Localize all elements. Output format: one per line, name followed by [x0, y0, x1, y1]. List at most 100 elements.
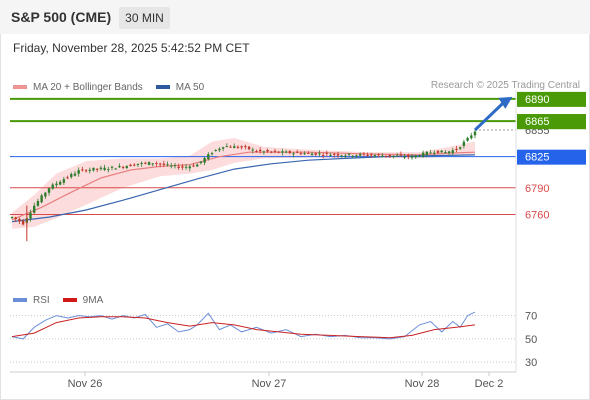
candle-body	[403, 156, 406, 158]
candle-body	[458, 147, 462, 149]
legend-ma20: MA 20 + Bollinger Bands	[13, 82, 143, 93]
candle-body	[299, 153, 303, 155]
forecast-arrow-shaft	[473, 100, 506, 132]
candle-body	[73, 173, 77, 176]
candle-body	[207, 154, 210, 160]
x-tick-label: Dec 2	[475, 378, 504, 390]
candle-body	[421, 152, 425, 157]
header-bar: S&P 500 (CME) 30 MIN	[0, 0, 590, 34]
candle-body	[266, 149, 269, 152]
candle-body	[344, 155, 347, 157]
candle-body	[347, 153, 351, 155]
candle-body	[470, 135, 473, 139]
legend-ma50-label: MA 50	[175, 81, 205, 93]
candle-body	[355, 155, 358, 157]
level-tag-6890	[517, 91, 586, 107]
candle-body	[318, 153, 321, 155]
candle-body	[251, 149, 254, 151]
candle-body	[255, 150, 258, 152]
candle-body	[166, 164, 169, 166]
candle-body	[225, 146, 229, 148]
candle-body	[110, 166, 114, 168]
rsi-level-label-50: 50	[525, 334, 537, 346]
candle-body	[310, 153, 314, 156]
candle-body	[103, 167, 106, 170]
candle-body	[218, 148, 221, 151]
candle-body	[36, 200, 40, 206]
level-tag-6825	[517, 149, 586, 165]
candle-body	[366, 155, 369, 157]
candle-body	[462, 141, 466, 146]
candle-body	[196, 164, 199, 167]
candle-body	[436, 150, 440, 153]
candle-body	[84, 170, 88, 172]
candle-body	[440, 150, 443, 153]
candle-body	[188, 166, 191, 169]
candle-body	[447, 151, 451, 154]
level-label-overlay: 6865	[525, 116, 549, 128]
candle-body	[329, 154, 332, 156]
candle-body	[125, 166, 129, 168]
candle-body	[233, 146, 236, 148]
candle-body	[199, 161, 203, 164]
candle-body	[258, 149, 262, 152]
candle-body	[433, 152, 436, 154]
candle-body	[418, 155, 421, 157]
candle-body	[18, 218, 21, 222]
credit-text: Research © 2025 Trading Central	[430, 80, 580, 91]
candle-body	[47, 188, 51, 193]
candle-body	[414, 155, 417, 158]
forecast-arrow-head	[498, 96, 513, 109]
candle-body	[95, 168, 99, 170]
level-label-6790: 6790	[525, 183, 549, 195]
candle-body	[29, 212, 32, 219]
level-label-6760: 6760	[525, 209, 549, 221]
candle-body	[336, 154, 340, 156]
candle-body	[214, 149, 217, 151]
candle-body	[144, 162, 147, 164]
candle-body	[192, 165, 195, 167]
candle-body	[362, 153, 366, 155]
candle-body	[66, 177, 69, 179]
candle-body	[240, 146, 243, 148]
candle-body	[151, 163, 154, 165]
candle-body	[173, 165, 177, 167]
candle-body	[203, 158, 206, 163]
candle-body	[429, 152, 432, 154]
candle-body	[444, 152, 447, 154]
legend-ma20-label: MA 20 + Bollinger Bands	[33, 81, 143, 93]
candle-body	[221, 147, 225, 149]
candle-body	[177, 166, 180, 169]
interval-badge[interactable]: 30 MIN	[119, 7, 170, 29]
candle-body	[277, 151, 280, 153]
candle-body	[340, 155, 343, 157]
legend-rsi-ma: 9MA	[62, 295, 103, 306]
candle-body	[396, 155, 399, 157]
candle-body	[384, 155, 388, 157]
price-legend: MA 20 + Bollinger Bands MA 50	[13, 80, 217, 94]
candle-body	[170, 165, 173, 167]
candle-body	[270, 151, 273, 153]
candle-body	[333, 153, 336, 155]
timestamp: Friday, November 28, 2025 5:42:52 PM CET	[13, 41, 250, 55]
candle-body	[210, 153, 214, 155]
candle-body	[281, 151, 284, 153]
candle-body	[133, 164, 136, 166]
candle-body	[181, 166, 184, 168]
candle-body	[51, 184, 54, 189]
candle-body	[99, 167, 103, 170]
candle-body	[303, 153, 306, 155]
candle-body	[392, 155, 395, 157]
candle-body	[377, 154, 380, 156]
candle-body	[33, 205, 36, 213]
ma50-swatch-icon	[155, 85, 170, 89]
candle-body	[373, 155, 377, 157]
candle-body	[92, 167, 95, 171]
candle-body	[229, 146, 232, 148]
candle-body	[425, 151, 429, 155]
bollinger-band	[12, 138, 475, 229]
instrument-title: S&P 500 (CME)	[11, 9, 112, 25]
candle-body	[325, 152, 329, 154]
rsi-legend: RSI 9MA	[13, 293, 116, 307]
